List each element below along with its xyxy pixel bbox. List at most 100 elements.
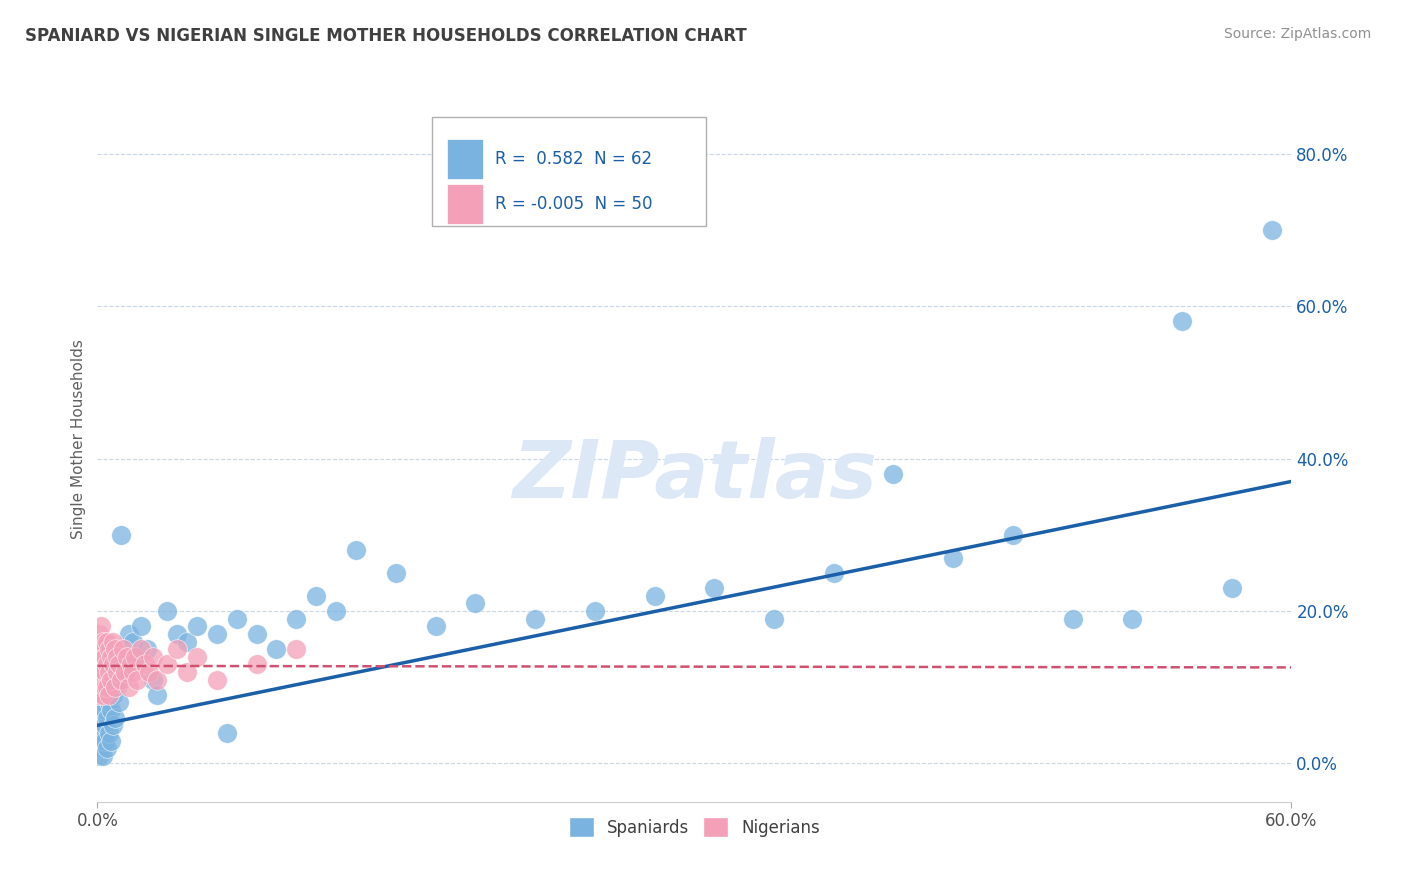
Text: R = -0.005  N = 50: R = -0.005 N = 50 [495,195,652,213]
Legend: Spaniards, Nigerians: Spaniards, Nigerians [562,810,827,844]
Point [96,711,118,725]
Point [344,543,367,558]
Point [104,642,127,657]
Point [138,665,160,679]
Point [325,604,347,618]
Point [105,649,128,664]
Point [882,467,904,481]
Point [105,680,128,694]
Point [166,642,188,657]
Point [583,604,606,618]
Point [90,741,112,756]
Point [176,665,198,679]
Point [103,657,125,672]
Point [98,688,121,702]
Point [89,649,111,664]
Point [166,627,188,641]
Point [146,673,169,687]
Point [108,696,131,710]
Point [96,634,118,648]
Point [122,634,145,648]
Point [91,748,114,763]
Point [110,673,132,687]
Point [90,665,112,679]
Point [425,619,447,633]
Point [94,718,117,732]
Point [205,627,228,641]
Point [1121,612,1143,626]
Text: Source: ZipAtlas.com: Source: ZipAtlas.com [1223,27,1371,41]
Point [129,642,152,657]
Point [134,657,156,672]
Point [644,589,666,603]
Point [524,612,547,626]
Point [186,649,208,664]
Point [114,665,136,679]
Point [91,634,114,648]
Point [1260,223,1282,237]
Point [215,726,238,740]
Point [703,581,725,595]
Point [91,726,114,740]
Point [136,642,159,657]
Point [112,665,135,679]
Point [91,673,114,687]
Text: R =  0.582  N = 62: R = 0.582 N = 62 [495,151,652,169]
Point [90,688,112,702]
Point [1062,612,1084,626]
Point [100,733,122,747]
Point [90,680,112,694]
Point [100,703,122,717]
Point [385,566,408,580]
Point [1171,314,1194,328]
Point [156,657,179,672]
Point [91,657,114,672]
Point [89,748,111,763]
Point [266,642,288,657]
Point [90,642,112,657]
Point [127,673,149,687]
Point [105,665,128,679]
Point [96,657,118,672]
Point [156,604,179,618]
Point [122,665,145,679]
Point [94,665,117,679]
Point [103,634,125,648]
Point [90,711,112,725]
Point [142,649,165,664]
Point [225,612,247,626]
Bar [447,184,484,224]
Point [104,711,127,725]
Point [89,733,111,747]
Point [823,566,845,580]
Point [103,688,125,702]
Point [115,649,138,664]
Point [1001,528,1024,542]
Point [91,696,114,710]
Point [96,741,118,756]
Point [129,619,152,633]
Point [124,649,146,664]
Point [90,619,112,633]
Point [94,649,117,664]
Point [245,657,267,672]
Point [1220,581,1243,595]
Point [305,589,328,603]
Point [96,680,118,694]
Point [94,680,117,694]
Point [205,673,228,687]
Point [115,657,138,672]
Point [98,726,121,740]
Point [104,680,127,694]
Point [146,688,169,702]
Point [285,642,308,657]
Point [89,627,111,641]
Point [100,649,122,664]
Point [94,733,117,747]
Point [245,627,267,641]
Point [942,550,965,565]
Point [108,657,131,672]
Point [142,673,165,687]
Point [91,688,114,702]
Point [110,528,132,542]
